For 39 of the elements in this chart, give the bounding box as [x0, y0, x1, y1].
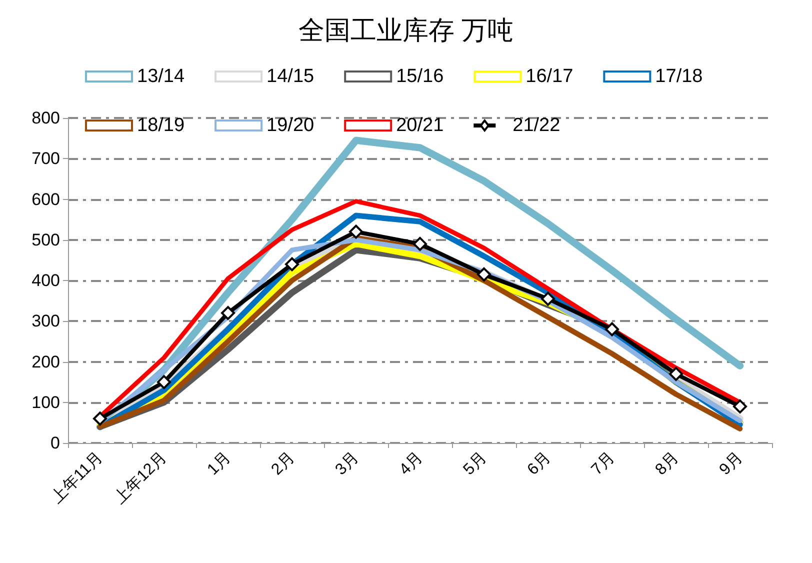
x-tick-label: 5月: [460, 448, 490, 479]
point: [477, 267, 491, 282]
legend-label: 13/14: [137, 66, 185, 87]
x-tick-label: 7月: [588, 448, 618, 479]
legend-label: 14/15: [266, 66, 314, 87]
legend-label: 18/19: [137, 115, 185, 136]
x-tick-label: 8月: [652, 448, 682, 479]
point: [669, 366, 683, 381]
point: [221, 306, 235, 320]
point: [93, 412, 107, 426]
x-tick-label: 6月: [524, 448, 554, 479]
x-tick-label: 3月: [332, 448, 362, 479]
point: [349, 224, 363, 239]
y-tick-label: 100: [32, 392, 60, 412]
point: [413, 236, 427, 251]
y-tick-label: 200: [32, 352, 60, 372]
point: [285, 257, 299, 272]
x-tick-label: 2月: [268, 448, 298, 479]
y-tick-label: 800: [32, 108, 60, 128]
chart-title: 全国工业库存 万吨: [298, 15, 514, 45]
x-tick-label: 9月: [716, 448, 746, 479]
y-tick-label: 300: [32, 312, 60, 331]
y-tick-label: 400: [32, 271, 60, 290]
x-tick-label: 4月: [396, 448, 426, 479]
x-tick-label: 上年12月: [110, 448, 170, 508]
y-tick-label: 500: [32, 230, 60, 250]
point: [541, 292, 555, 306]
legend-label: 16/17: [526, 66, 574, 87]
legend-label: 21/22: [512, 115, 560, 136]
point: [157, 375, 171, 390]
legend-label: 20/21: [396, 115, 444, 136]
legend-label: 17/18: [655, 66, 703, 87]
x-tick-label: 1月: [204, 448, 234, 479]
y-tick-label: 700: [32, 149, 60, 168]
point: [605, 322, 619, 336]
legend-label: 15/16: [396, 66, 444, 87]
legend-label: 19/20: [266, 115, 314, 136]
y-tick-label: 600: [32, 190, 60, 209]
point: [733, 399, 747, 414]
